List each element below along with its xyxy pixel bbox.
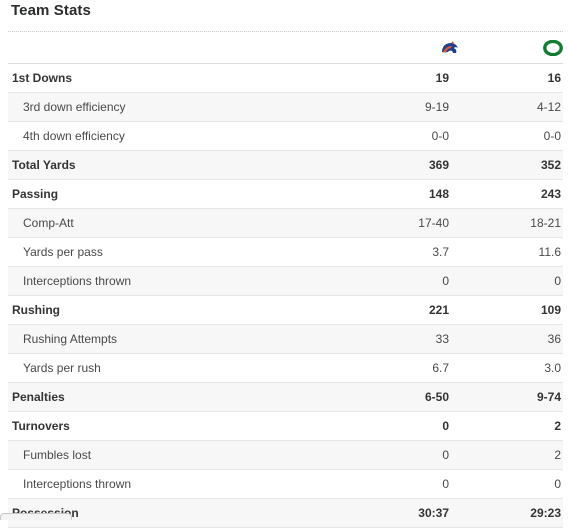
team2-stat-value: 16 bbox=[547, 71, 561, 85]
team2-stat-value: 2 bbox=[554, 419, 561, 433]
stat-label: Interceptions thrown bbox=[23, 274, 132, 288]
boise-state-broncos-logo-icon bbox=[442, 41, 458, 53]
team2-stat-value: 243 bbox=[540, 187, 561, 201]
stat-row: Yards per rush 6.7 3.0 bbox=[8, 354, 563, 383]
stat-row: Turnovers 0 2 bbox=[8, 412, 563, 441]
stat-label: Total Yards bbox=[12, 158, 76, 172]
team-stats-table: 1st Downs 19 16 3rd down efficiency 9-19 4-12… bbox=[8, 33, 563, 528]
stat-label: 4th down efficiency bbox=[23, 129, 125, 143]
stat-row: Passing 148 243 bbox=[8, 180, 563, 209]
stat-label: Yards per rush bbox=[23, 361, 101, 375]
stat-row: Interceptions thrown 0 0 bbox=[8, 470, 563, 499]
team1-stat-value: 0 bbox=[442, 419, 449, 433]
team2-stat-value: 0 bbox=[554, 477, 561, 491]
team1-stat-value: 3.7 bbox=[432, 245, 449, 259]
stat-label: 3rd down efficiency bbox=[23, 100, 126, 114]
team1-stat-value: 0 bbox=[442, 274, 449, 288]
stat-label: 1st Downs bbox=[12, 71, 73, 85]
team2-stat-value: 4-12 bbox=[536, 100, 561, 114]
team1-stat-value: 0-0 bbox=[431, 129, 449, 143]
stat-row: Comp-Att 17-40 18-21 bbox=[8, 209, 563, 238]
stat-label: Comp-Att bbox=[23, 216, 74, 230]
stat-label: Rushing bbox=[12, 303, 60, 317]
stat-label: Penalties bbox=[12, 390, 65, 404]
team2-stat-value: 18-21 bbox=[530, 216, 561, 230]
stat-label: Rushing Attempts bbox=[23, 332, 118, 346]
stat-row: 3rd down efficiency 9-19 4-12 bbox=[8, 93, 563, 122]
team1-stat-value: 221 bbox=[428, 303, 449, 317]
oregon-ducks-logo-icon bbox=[543, 40, 563, 56]
team1-stat-value: 33 bbox=[435, 332, 449, 346]
team1-stat-value: 9-19 bbox=[424, 100, 449, 114]
team1-stat-value: 19 bbox=[435, 71, 449, 85]
team2-stat-value: 109 bbox=[540, 303, 561, 317]
stat-row: 4th down efficiency 0-0 0-0 bbox=[8, 122, 563, 151]
team1-stat-value: 6.7 bbox=[432, 361, 449, 375]
team2-stat-value: 3.0 bbox=[544, 361, 561, 375]
stat-row: Rushing Attempts 33 36 bbox=[8, 325, 563, 354]
stat-label: Passing bbox=[12, 187, 59, 201]
team2-stat-value: 36 bbox=[547, 332, 561, 346]
team2-stat-value: 352 bbox=[540, 158, 561, 172]
bottom-tab-edge[interactable] bbox=[0, 513, 72, 520]
stat-label: Turnovers bbox=[12, 419, 70, 433]
stat-row: Yards per pass 3.7 11.6 bbox=[8, 238, 563, 267]
stat-label: Fumbles lost bbox=[23, 448, 92, 462]
team1-stat-value: 17-40 bbox=[418, 216, 449, 230]
team2-stat-value: 29:23 bbox=[530, 506, 561, 520]
stat-row: Total Yards 369 352 bbox=[8, 151, 563, 180]
table-header-row bbox=[8, 33, 563, 64]
team1-stat-value: 6-50 bbox=[424, 390, 449, 404]
stat-label: Yards per pass bbox=[23, 245, 103, 259]
section-title: Team Stats bbox=[11, 2, 91, 19]
stat-row: Interceptions thrown 0 0 bbox=[8, 267, 563, 296]
team1-stat-value: 0 bbox=[442, 477, 449, 491]
team1-stat-value: 0 bbox=[442, 448, 449, 462]
team1-stat-value: 369 bbox=[428, 158, 449, 172]
team2-stat-value: 9-74 bbox=[536, 390, 561, 404]
team2-stat-value: 11.6 bbox=[538, 245, 561, 259]
team1-stat-value: 148 bbox=[428, 187, 449, 201]
team1-stat-value: 30:37 bbox=[418, 506, 449, 520]
stat-row: Penalties 6-50 9-74 bbox=[8, 383, 563, 412]
team2-stat-value: 0 bbox=[554, 274, 561, 288]
stat-row: 1st Downs 19 16 bbox=[8, 64, 563, 93]
stat-row: Rushing 221 109 bbox=[8, 296, 563, 325]
stat-label: Interceptions thrown bbox=[23, 477, 132, 491]
title-divider bbox=[8, 31, 563, 32]
stat-row: Fumbles lost 0 2 bbox=[8, 441, 563, 470]
team2-stat-value: 2 bbox=[554, 448, 561, 462]
team2-stat-value: 0-0 bbox=[543, 129, 561, 143]
